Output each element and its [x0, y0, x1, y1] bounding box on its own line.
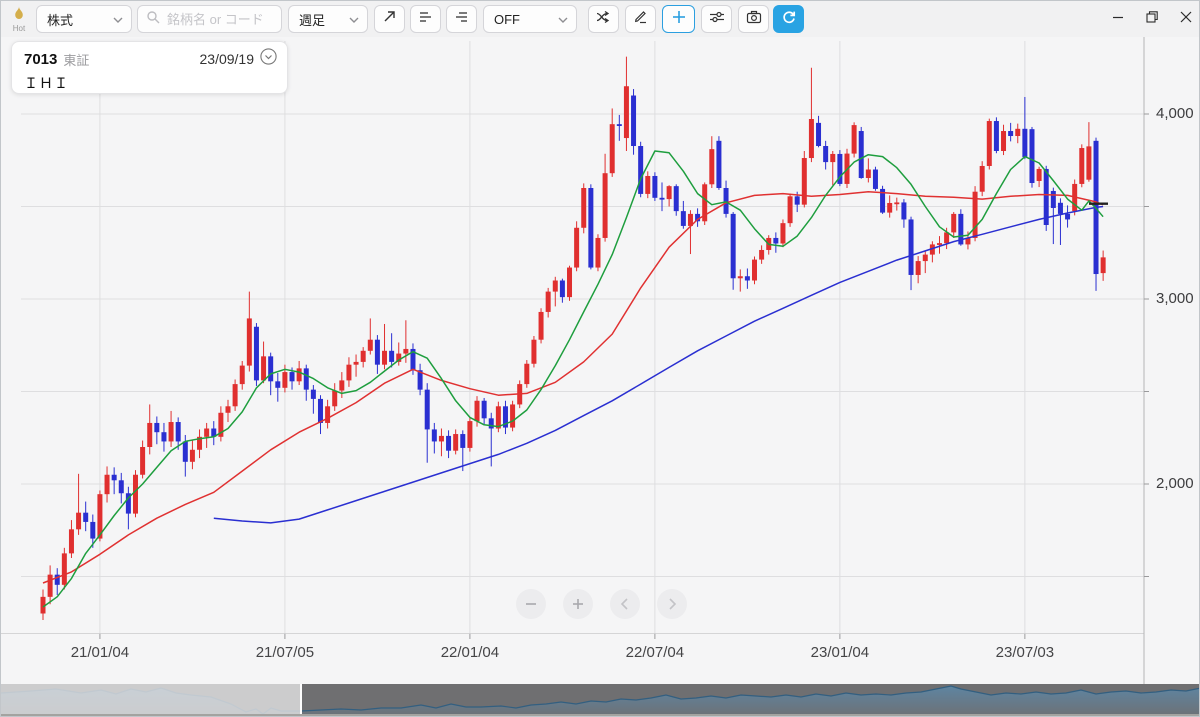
pencil-icon	[633, 9, 648, 29]
plus-icon	[671, 9, 687, 30]
zoom-in-button[interactable]	[563, 589, 593, 619]
expand-chevron-icon[interactable]	[260, 48, 277, 70]
hot-label: Hot	[13, 25, 25, 33]
candlestick-chart[interactable]	[1, 37, 1200, 634]
hot-ranking-button[interactable]: Hot	[7, 5, 31, 33]
close-icon	[1179, 10, 1193, 29]
symbol-name: ＩＨＩ	[24, 73, 277, 93]
draw-pencil-button[interactable]	[625, 5, 656, 33]
zoom-out-button[interactable]	[516, 589, 546, 619]
close-button[interactable]	[1169, 1, 1200, 37]
x-axis-tick-label: 23/07/03	[980, 644, 1070, 661]
quote-date: 23/09/19	[200, 51, 255, 67]
chart-settings-button[interactable]	[701, 5, 732, 33]
chevron-down-icon	[349, 10, 359, 28]
scale-right-button[interactable]	[446, 5, 477, 33]
symbol-info-card[interactable]: 7013 東証 23/09/19 ＩＨＩ	[11, 41, 288, 94]
y-axis-tick-label: 4,000	[1156, 105, 1194, 122]
align-right-lines-icon	[454, 9, 469, 29]
scale-left-button[interactable]	[410, 5, 441, 33]
y-axis-tick-label: 3,000	[1156, 290, 1194, 307]
restore-icon	[1145, 10, 1159, 29]
x-axis-tick-label: 21/01/04	[55, 644, 145, 661]
arrow-up-right-icon	[382, 9, 397, 29]
y-axis-tick-label: 2,000	[1156, 475, 1194, 492]
exchange-label: 東証	[63, 50, 199, 69]
chart-nav-controls	[516, 589, 687, 619]
trendline-tool-button[interactable]	[374, 5, 405, 33]
flame-icon	[12, 6, 26, 26]
refresh-button[interactable]	[773, 5, 804, 33]
x-axis-tick-label: 21/07/05	[240, 644, 330, 661]
shuffle-icon	[596, 10, 612, 29]
align-left-lines-icon	[418, 9, 433, 29]
symbol-search-box[interactable]	[137, 5, 282, 33]
search-input[interactable]	[165, 11, 277, 28]
range-navigator[interactable]	[1, 684, 1200, 714]
x-axis-tick-label: 22/01/04	[425, 644, 515, 661]
chevron-down-icon	[558, 10, 568, 28]
navigator-range-handle[interactable]	[300, 684, 302, 714]
x-axis: 21/01/04 21/07/05 22/01/04 22/07/04 23/01/04…	[1, 634, 1200, 684]
symbol-code: 7013	[24, 51, 57, 68]
toolbar: Hot 株式 週足 OFF	[1, 1, 1200, 37]
app-window: Hot 株式 週足 OFF	[0, 0, 1200, 717]
chevron-down-icon	[113, 10, 123, 28]
indicator-overlay-select[interactable]: OFF	[483, 5, 577, 33]
x-axis-tick-label: 22/07/04	[610, 644, 700, 661]
screenshot-button[interactable]	[738, 5, 769, 33]
x-axis-tick-label: 23/01/04	[795, 644, 885, 661]
sliders-icon	[709, 10, 725, 29]
search-icon	[146, 10, 160, 29]
scroll-left-button[interactable]	[610, 589, 640, 619]
refresh-icon	[781, 9, 797, 30]
timeframe-select[interactable]: 週足	[288, 5, 368, 33]
restore-window-button[interactable]	[1135, 1, 1169, 37]
camera-icon	[746, 10, 762, 29]
scroll-right-button[interactable]	[657, 589, 687, 619]
market-select[interactable]: 株式	[36, 5, 132, 33]
add-indicator-button[interactable]	[662, 5, 695, 33]
minimize-button[interactable]	[1101, 1, 1135, 37]
minimize-icon	[1111, 10, 1125, 29]
compare-shuffle-button[interactable]	[588, 5, 619, 33]
navigator-unselected-region	[1, 684, 301, 714]
